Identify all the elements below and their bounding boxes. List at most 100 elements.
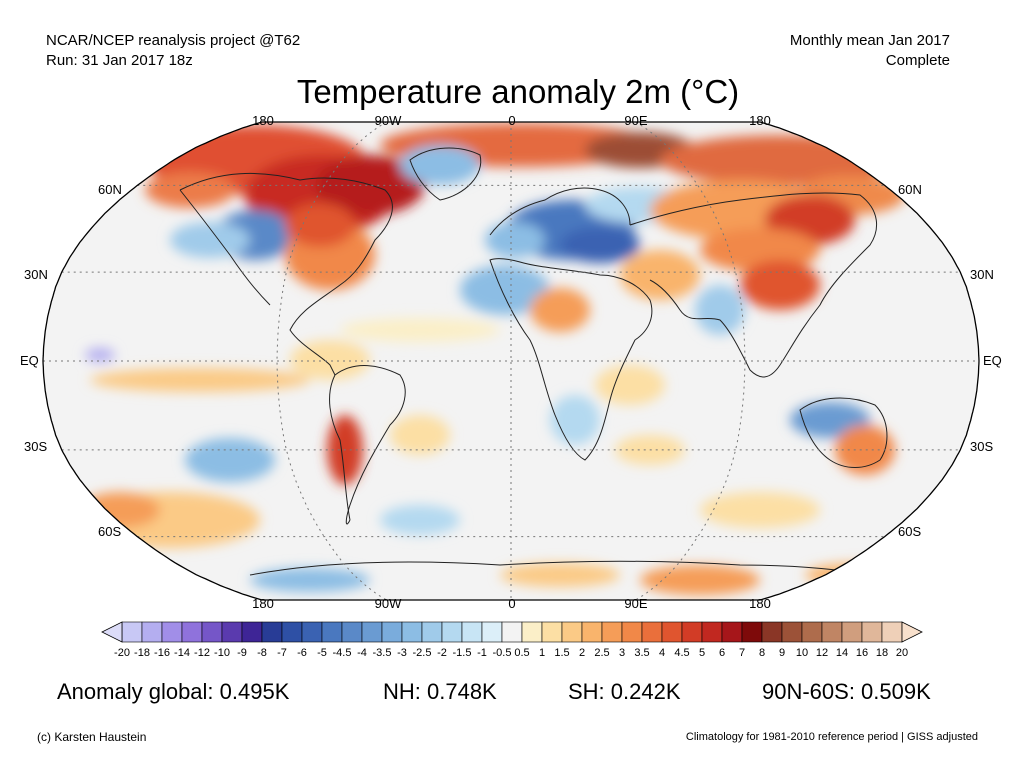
lon-label-bottom-0: 0 <box>508 596 516 611</box>
colorbar-box <box>121 621 143 643</box>
graticule <box>43 121 979 601</box>
period-info: Monthly mean Jan 2017 Complete <box>790 31 950 71</box>
colorbar-tick-label: -1 <box>477 647 487 659</box>
colorbar-tick-label: -2 <box>437 647 447 659</box>
colorbar-tick-label: 5 <box>698 647 706 659</box>
colorbar-tick-label: 7 <box>738 647 746 659</box>
colorbar-box <box>261 621 283 643</box>
colorbar-box <box>741 621 763 643</box>
colorbar-box <box>701 621 723 643</box>
colorbar-box <box>641 621 663 643</box>
stat-arctic: 90N-60S: 0.509K <box>762 679 931 704</box>
colorbar-right-extension <box>901 621 923 643</box>
colorbar-tick-label: 9 <box>778 647 786 659</box>
period-line-2: Complete <box>885 52 950 69</box>
colorbar-tick-label: 4.5 <box>674 647 690 659</box>
colorbar-tick-label: 14 <box>835 647 849 659</box>
colorbar-box <box>601 621 623 643</box>
colorbar-tick-label: 2 <box>578 647 586 659</box>
colorbar-box <box>181 621 203 643</box>
colorbar-box <box>761 621 783 643</box>
lat-label-left-30n: 30N <box>24 267 48 282</box>
lon-label-bottom-90e: 90E <box>624 596 648 611</box>
lon-label-bottom-180e: 180 <box>749 596 771 611</box>
colorbar-tick-label: 8 <box>758 647 766 659</box>
coastlines <box>179 147 888 579</box>
stat-global: Anomaly global: 0.495K <box>57 679 290 704</box>
colorbar-tick-label: 4 <box>658 647 666 659</box>
colorbar-tick-label: -14 <box>174 647 190 659</box>
colorbar-tick-label: -2.5 <box>412 647 432 659</box>
colorbar-box <box>421 621 443 643</box>
colorbar-box <box>201 621 223 643</box>
climatology-note: Climatology for 1981-2010 reference peri… <box>685 731 978 743</box>
colorbar-tick-label: 6 <box>718 647 726 659</box>
colorbar-box <box>561 621 583 643</box>
colorbar-tick-label: 1.5 <box>554 647 570 659</box>
colorbar-box <box>661 621 683 643</box>
colorbar-box <box>381 621 403 643</box>
period-line-1: Monthly mean Jan 2017 <box>789 32 950 49</box>
colorbar-tick-label: -20 <box>114 647 130 659</box>
colorbar-tick-label: 12 <box>815 647 829 659</box>
colorbar-tick-label: 20 <box>895 647 909 659</box>
colorbar-box <box>821 621 843 643</box>
colorbar-box <box>141 621 163 643</box>
colorbar-box <box>301 621 323 643</box>
colorbar-box <box>341 621 363 643</box>
colorbar-tick-label: -6 <box>297 647 307 659</box>
colorbar-box <box>581 621 603 643</box>
lat-label-right-30s: 30S <box>970 439 994 454</box>
colorbar-tick-label: 16 <box>855 647 869 659</box>
stat-nh: NH: 0.748K <box>383 679 497 704</box>
colorbar-box <box>361 621 383 643</box>
lat-label-left-30s: 30S <box>24 439 48 454</box>
colorbar-tick-label: -4.5 <box>332 647 352 659</box>
lat-label-right-30n: 30N <box>970 267 994 282</box>
source-info: NCAR/NCEP reanalysis project @T62 Run: 3… <box>46 31 300 71</box>
colorbar-box <box>501 621 523 643</box>
colorbar-tick-label: -12 <box>194 647 210 659</box>
lat-label-right-60s: 60S <box>898 524 922 539</box>
credit: (c) Karsten Haustein <box>37 730 147 744</box>
source-line-1: NCAR/NCEP reanalysis project @T62 <box>46 32 301 49</box>
colorbar-box <box>721 621 743 643</box>
colorbar-box <box>781 621 803 643</box>
colorbar-box <box>321 621 343 643</box>
colorbar-box <box>521 621 543 643</box>
colorbar-box <box>801 621 823 643</box>
colorbar-tick-label: 3 <box>618 647 626 659</box>
lat-label-right-eq: EQ <box>983 353 1002 368</box>
colorbar-box <box>681 621 703 643</box>
map-outline <box>42 121 980 601</box>
lon-label-bottom-180w: 180 <box>252 596 274 611</box>
colorbar-tick-label: 0.5 <box>514 647 530 659</box>
lon-label-top-0: 0 <box>508 113 516 128</box>
colorbar-tick-label: -16 <box>154 647 170 659</box>
colorbar-box <box>441 621 463 643</box>
colorbar-tick-label: -4 <box>357 647 367 659</box>
source-line-2: Run: 31 Jan 2017 18z <box>46 52 193 69</box>
colorbar-tick-label: -9 <box>237 647 247 659</box>
stat-sh: SH: 0.242K <box>568 679 681 704</box>
colorbar-box <box>881 621 903 643</box>
lat-label-left-60n: 60N <box>98 182 122 197</box>
colorbar-box <box>841 621 863 643</box>
colorbar-tick-label: -0.5 <box>492 647 512 659</box>
colorbar-tick-label: -7 <box>277 647 287 659</box>
lat-label-right-60n: 60N <box>898 182 922 197</box>
colorbar-tick-label: -1.5 <box>452 647 472 659</box>
colorbar-tick-label: 10 <box>795 647 809 659</box>
colorbar-box <box>241 621 263 643</box>
colorbar-tick-label: -8 <box>257 647 267 659</box>
lat-label-left-eq: EQ <box>20 353 39 368</box>
colorbar-box <box>161 621 183 643</box>
colorbar-tick-label: -5 <box>317 647 327 659</box>
colorbar-boxes <box>121 621 903 643</box>
colorbar-box <box>401 621 423 643</box>
lon-label-top-180w: 180 <box>252 113 274 128</box>
colorbar-box <box>221 621 243 643</box>
lon-label-bottom-90w: 90W <box>374 596 402 611</box>
colorbar-tick-label: -10 <box>214 647 230 659</box>
